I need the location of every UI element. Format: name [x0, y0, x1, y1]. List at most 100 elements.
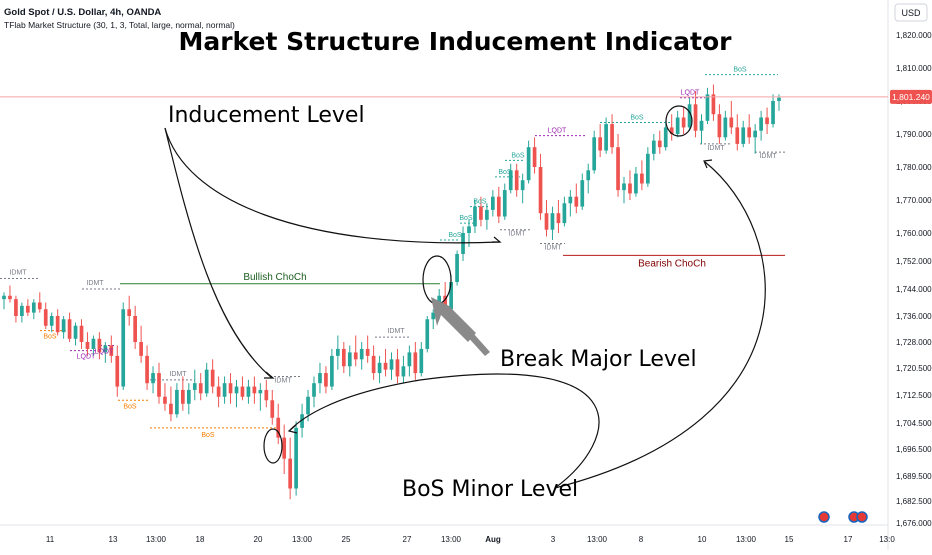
flag-icon[interactable] [856, 511, 868, 523]
candle-body [461, 233, 465, 254]
circle-bos-minor [263, 428, 283, 464]
candle-body [449, 282, 453, 310]
candle-body [526, 147, 531, 181]
candle-body [288, 458, 293, 489]
candle-body [258, 389, 263, 394]
candle-body [496, 196, 501, 217]
structure-label: IDMT [508, 231, 526, 238]
candle-body [31, 302, 36, 313]
candle-body [192, 383, 197, 390]
candle-body [592, 137, 597, 171]
y-tick-label: 1,752.000 [896, 257, 932, 266]
candle-body [175, 389, 179, 415]
candle-body [508, 170, 513, 191]
x-tick-label: 25 [342, 535, 351, 544]
candle-body [389, 359, 394, 370]
candle-body [306, 396, 310, 415]
candle-body [663, 127, 668, 148]
candle-body [687, 104, 692, 128]
candle-body [246, 386, 251, 397]
candle-body [91, 338, 96, 349]
currency-button[interactable]: USD [894, 3, 928, 22]
candle-body [145, 355, 149, 384]
candle-body [234, 386, 239, 394]
x-tick-label: 13:00 [146, 535, 167, 544]
candle-body [622, 183, 626, 191]
candle-body [43, 309, 48, 326]
y-tick-label: 1,810.000 [896, 64, 932, 73]
arrowhead-bos-upper [703, 159, 713, 169]
candle-body [67, 319, 72, 339]
candle-body [723, 117, 728, 138]
indicator-title: TFlab Market Structure (30, 1, 3, Total,… [4, 20, 235, 30]
arrow-bos-minor [289, 373, 600, 489]
structure-label: IDMT [707, 145, 725, 152]
currency-button-label: USD [901, 8, 921, 18]
candle-body [180, 389, 185, 404]
candle-body [651, 140, 656, 154]
candle-body [139, 342, 143, 356]
y-tick-label: 1,790.000 [896, 130, 932, 139]
candle-body [204, 369, 209, 394]
candle-body [347, 352, 352, 367]
x-tick-label: 13:00 [441, 535, 462, 544]
y-tick-label: 1,720.500 [896, 364, 932, 373]
candle-body [14, 299, 18, 316]
structure-label: LQDT [548, 128, 567, 135]
y-tick-label: 1,770.000 [896, 196, 932, 205]
candle-body [628, 183, 632, 194]
flag-icon[interactable] [818, 511, 830, 523]
candle-body [109, 345, 114, 356]
candle-body [473, 206, 477, 227]
candle-body [169, 403, 173, 415]
candle-body [705, 94, 710, 121]
candle-body [20, 305, 24, 316]
candle-body [556, 213, 561, 224]
structure-label: IDMT [759, 153, 777, 160]
candle-body [133, 316, 138, 342]
x-tick-label: 17 [844, 535, 853, 544]
last-price-badge: 1,801.240 [890, 89, 932, 104]
candle-body [335, 348, 340, 356]
x-tick-label: 8 [639, 535, 644, 544]
arrowhead-lower [264, 371, 275, 379]
x-axis-ticks: 11 13 13:00 18 20 13:00 25 27 13:00 Aug 3 13:00 8 10 1… [46, 535, 895, 544]
arrowhead-bos-minor [287, 424, 298, 434]
event-flags[interactable] [818, 511, 868, 523]
candle-body [425, 319, 430, 349]
candle-body [580, 180, 585, 207]
circle-bos-upper [665, 105, 693, 137]
annotation-arrows [164, 105, 766, 489]
y-axis-ticks: 1,820.0001,810.0001,800.0001,790.0001,78… [896, 31, 932, 528]
candle-body [341, 348, 346, 367]
structure-label: IDMT [169, 371, 187, 378]
arrowhead-upper [492, 236, 502, 243]
x-tick-label: 11 [46, 535, 55, 544]
candle-body [73, 325, 78, 339]
candle-body [568, 196, 573, 204]
candle-body [640, 173, 644, 184]
x-tick-label: 13 [109, 535, 118, 544]
y-tick-label: 1,682.500 [896, 497, 932, 506]
x-tick-label: Aug [485, 535, 501, 544]
break-major-level-text: Break Major Level [500, 347, 697, 372]
y-tick-label: 1,704.500 [896, 419, 932, 428]
candle-body [157, 373, 161, 397]
candle-body [514, 170, 519, 191]
candle-body [222, 383, 227, 397]
candle-body [431, 312, 436, 320]
candle-body [502, 190, 507, 217]
candle-body [61, 319, 66, 333]
candle-body [359, 348, 364, 360]
x-tick-label: 13:0 [879, 535, 895, 544]
structure-label: BoS [473, 199, 487, 206]
structure-label: LQDT [681, 90, 700, 97]
candle-body [240, 386, 245, 397]
candle-body [37, 302, 42, 310]
candle-body [55, 316, 60, 333]
candle-body [151, 373, 155, 384]
candle-body [25, 305, 30, 313]
candle-body [198, 383, 203, 394]
candle-body [252, 386, 257, 394]
